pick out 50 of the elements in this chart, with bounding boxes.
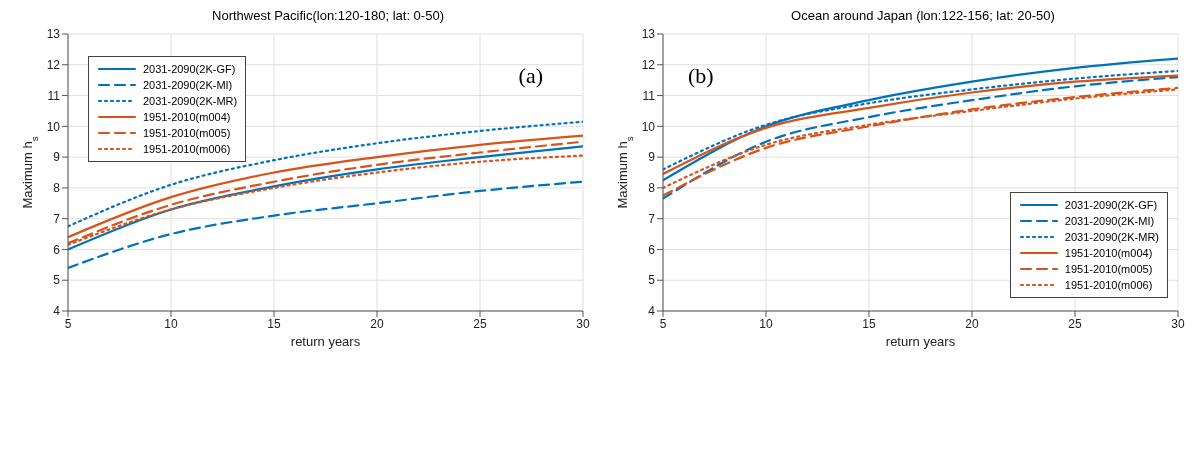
y-tick-label: 11: [47, 88, 61, 103]
x-tick-label: 25: [473, 316, 487, 331]
x-tick-label: 30: [576, 316, 590, 331]
legend-label: 2031-2090(2K-GF): [143, 63, 236, 75]
y-tick-label: 11: [642, 88, 656, 103]
legend-label: 1951-2010(m004): [1064, 247, 1153, 259]
x-axis-title: return years: [885, 334, 956, 349]
y-tick-label: 4: [648, 304, 656, 319]
x-tick-label: 25: [1068, 316, 1082, 331]
legend-label: 1951-2010(m006): [1064, 279, 1153, 291]
legend-label: 1951-2010(m005): [143, 127, 231, 139]
y-tick-label: 9: [53, 150, 61, 165]
legend-label: 2031-2090(2K-MI): [143, 79, 233, 91]
y-tick-label: 8: [648, 181, 656, 196]
y-tick-label: 4: [53, 304, 61, 319]
legend-label: 2031-2090(2K-MR): [143, 95, 238, 107]
annotation: (a): [518, 63, 543, 89]
y-tick-label: 6: [648, 242, 656, 257]
y-tick-label: 5: [53, 273, 61, 288]
y-tick-label: 12: [641, 58, 656, 73]
y-tick-label: 9: [648, 150, 656, 165]
y-tick-label: 7: [648, 211, 656, 226]
chart-title: Northwest Pacific(lon:120-180; lat: 0-50): [211, 8, 445, 25]
y-tick-label: 8: [53, 181, 61, 196]
x-tick-label: 5: [64, 316, 72, 331]
y-tick-label: 13: [46, 27, 61, 42]
x-tick-label: 20: [370, 316, 384, 331]
y-tick-label: 12: [46, 58, 61, 73]
legend-label: 1951-2010(m005): [1064, 263, 1153, 275]
legend-label: 2031-2090(2K-MR): [1064, 231, 1159, 243]
x-tick-label: 5: [659, 316, 667, 331]
legend-label: 1951-2010(m004): [143, 111, 231, 123]
legend-label: 2031-2090(2K-MI): [1064, 215, 1155, 227]
y-tick-label: 5: [648, 273, 656, 288]
y-tick-label: 13: [641, 27, 656, 42]
chart-title: Ocean around Japan (lon:122-156; lat: 20-50): [790, 8, 1056, 25]
x-tick-label: 15: [862, 316, 876, 331]
y-tick-label: 6: [53, 242, 61, 257]
y-tick-label: 7: [53, 211, 61, 226]
legend-label: 2031-2090(2K-GF): [1064, 199, 1158, 211]
x-tick-label: 10: [164, 316, 178, 331]
legend-label: 1951-2010(m006): [143, 143, 231, 155]
x-tick-label: 10: [759, 316, 773, 331]
x-axis-title: return years: [290, 334, 361, 349]
y-tick-label: 10: [46, 119, 61, 134]
x-tick-label: 20: [965, 316, 979, 331]
y-tick-label: 10: [641, 119, 656, 134]
x-tick-label: 30: [1171, 316, 1185, 331]
annotation: (b): [688, 63, 714, 89]
x-tick-label: 15: [267, 316, 281, 331]
